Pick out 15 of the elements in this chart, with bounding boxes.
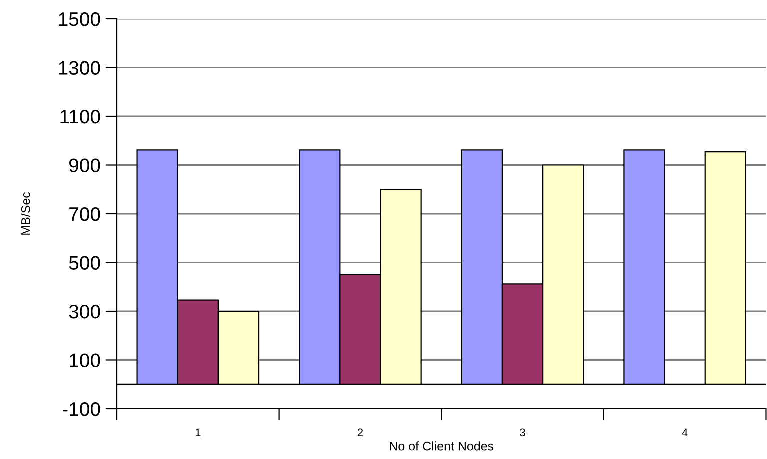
y-tick-label: 900	[70, 158, 100, 172]
y-tick-label: 700	[70, 207, 100, 222]
y-tick-label: -100	[62, 402, 100, 416]
x-tick-label: 1	[196, 428, 201, 436]
y-tick-label: 500	[69, 256, 100, 270]
x-tick-label: 3	[520, 428, 526, 437]
x-tick-label: 2	[358, 428, 363, 436]
y-tick-label: 1300	[59, 61, 100, 75]
x-tick-label: 4	[682, 428, 688, 436]
y-axis-title: MB/Sec	[21, 192, 30, 235]
y-tick-label: 300	[69, 304, 100, 319]
x-axis-title: No of Client Nodes	[390, 442, 494, 451]
y-tick-label: 1500	[59, 12, 100, 26]
y-tick-label: 1100	[60, 110, 100, 124]
y-tick-label: 100	[70, 354, 100, 368]
